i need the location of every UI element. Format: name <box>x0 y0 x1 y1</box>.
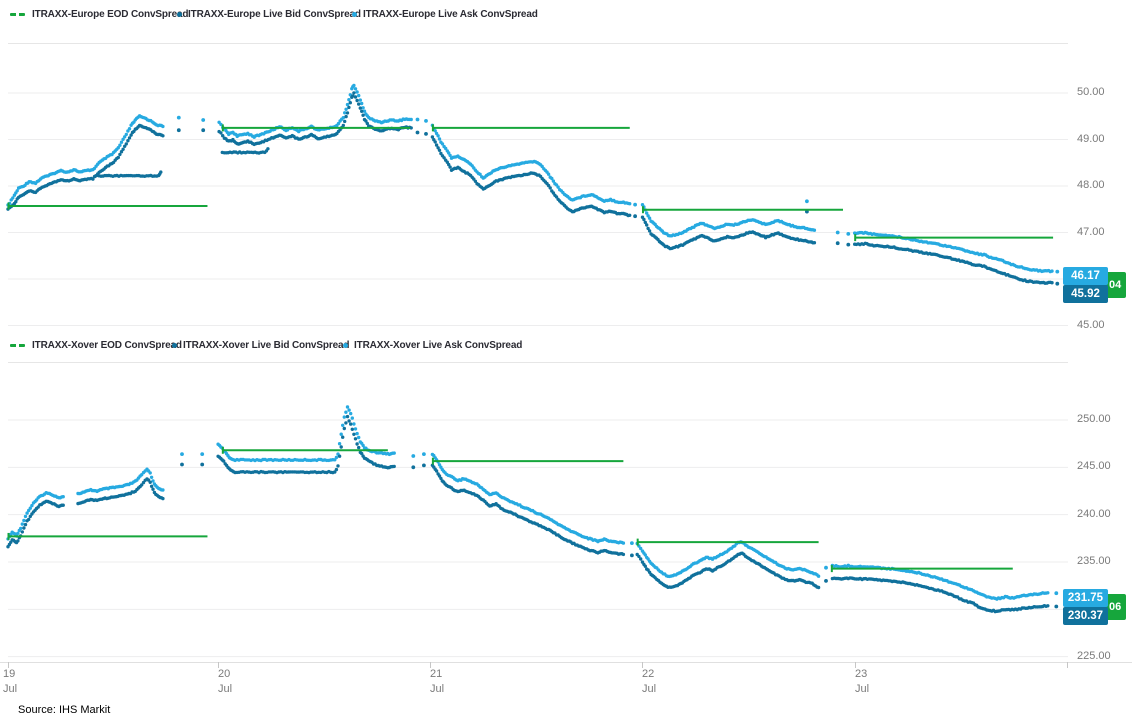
bid-dot-marker-icon <box>177 11 182 17</box>
x-axis-label-month: Jul <box>855 683 870 695</box>
legend-item-itraxx-xover-ask[interactable]: ITRAXX-Xover Live Ask ConvSpread <box>343 336 522 354</box>
x-axis-label-day: 21 <box>430 668 443 680</box>
legend-xover: ITRAXX-Xover EOD ConvSpread ITRAXX-Xover … <box>0 336 1132 356</box>
itraxx-xover-eod-series <box>7 446 1013 573</box>
last-value-badge-itraxx-europe-bid: 45.92 <box>1063 284 1108 303</box>
legend-label: ITRAXX-Europe EOD ConvSpread <box>32 8 189 20</box>
x-axis-label-day: 20 <box>218 668 231 680</box>
y-axis-label-itraxx-xover: 240.00 <box>1077 507 1111 520</box>
y-axis-label-itraxx-europe: 48.00 <box>1077 179 1105 191</box>
legend-label: ITRAXX-Europe Live Bid ConvSpread <box>188 8 361 20</box>
xover-chart-plot[interactable] <box>0 398 1132 660</box>
x-axis-label: 19 Jul <box>3 667 17 697</box>
itraxx-europe-live-ask-series <box>6 83 1060 274</box>
legend-item-itraxx-europe-ask[interactable]: ITRAXX-Europe Live Ask ConvSpread <box>352 5 538 23</box>
last-value-badge-itraxx-xover-bid: 230.37 <box>1063 607 1108 626</box>
x-axis-line <box>0 662 1132 663</box>
y-axis-label-itraxx-xover: 225.00 <box>1077 649 1111 662</box>
itraxx-europe-eod-series <box>7 124 1054 242</box>
legend-item-itraxx-xover-bid[interactable]: ITRAXX-Xover Live Bid ConvSpread <box>172 336 350 354</box>
x-axis-label-month: Jul <box>218 683 233 695</box>
last-value-badge-itraxx-xover-ask: 231.75 <box>1063 589 1108 608</box>
separator-rule-middle <box>8 362 1068 363</box>
eod-line-marker-icon <box>10 343 25 347</box>
legend-item-itraxx-europe-bid[interactable]: ITRAXX-Europe Live Bid ConvSpread <box>177 5 361 23</box>
x-axis-label-month: Jul <box>430 683 445 695</box>
x-axis-tick <box>642 662 643 668</box>
x-axis-label-day: 22 <box>642 668 655 680</box>
x-axis-tick <box>430 662 431 668</box>
x-axis-tick <box>8 662 9 668</box>
source-label: Source: IHS Markit <box>18 704 111 716</box>
itraxx-europe-live-bid-series <box>6 91 1060 286</box>
eod-line-marker-icon <box>10 12 25 16</box>
y-axis-label-itraxx-xover: 245.00 <box>1077 460 1111 473</box>
itraxx-xover-live-bid-series <box>6 414 1059 614</box>
y-axis-label-itraxx-xover: 235.00 <box>1077 554 1111 567</box>
y-axis-label-itraxx-xover: 250.00 <box>1077 413 1111 425</box>
y-axis-label-itraxx-europe: 47.00 <box>1077 225 1105 238</box>
x-axis-label-month: Jul <box>642 683 657 695</box>
ask-dot-marker-icon <box>343 342 348 348</box>
x-axis-label-day: 19 <box>3 668 16 680</box>
x-axis-label-month: Jul <box>3 683 18 695</box>
legend-label: ITRAXX-Xover Live Ask ConvSpread <box>354 339 523 351</box>
y-axis-label-itraxx-europe: 45.00 <box>1077 318 1105 331</box>
ask-dot-marker-icon <box>352 11 357 17</box>
europe-chart-plot[interactable] <box>0 43 1132 343</box>
x-axis-label: 23 Jul <box>855 667 869 697</box>
x-axis-tick <box>218 662 219 668</box>
x-axis-label: 21 Jul <box>430 667 444 697</box>
legend-item-itraxx-xover-eod[interactable]: ITRAXX-Xover EOD ConvSpread <box>10 336 182 354</box>
legend-europe: ITRAXX-Europe EOD ConvSpread ITRAXX-Europ… <box>0 5 1132 25</box>
last-value-badge-itraxx-europe-ask: 46.17 <box>1063 266 1108 285</box>
x-axis-label: 20 Jul <box>218 667 232 697</box>
x-axis-label-day: 23 <box>855 668 868 680</box>
legend-label: ITRAXX-Xover Live Bid ConvSpread <box>183 339 350 351</box>
legend-label: ITRAXX-Europe Live Ask ConvSpread <box>363 8 538 20</box>
y-axis-label-itraxx-europe: 50.00 <box>1077 86 1105 98</box>
y-axis-label-itraxx-europe: 49.00 <box>1077 132 1105 145</box>
x-axis-tick <box>1067 662 1068 668</box>
legend-label: ITRAXX-Xover EOD ConvSpread <box>32 339 182 351</box>
itraxx-xover-live-ask-series <box>6 405 1059 601</box>
legend-item-itraxx-europe-eod[interactable]: ITRAXX-Europe EOD ConvSpread <box>10 5 189 23</box>
x-axis-label: 22 Jul <box>642 667 656 697</box>
x-axis-tick <box>855 662 856 668</box>
bid-dot-marker-icon <box>172 342 177 348</box>
separator-rule-top <box>8 43 1068 44</box>
